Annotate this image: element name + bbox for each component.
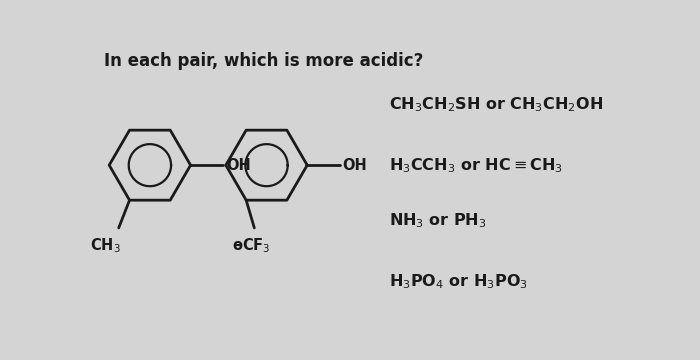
Text: In each pair, which is more acidic?: In each pair, which is more acidic? — [104, 51, 423, 69]
Text: H$_3$PO$_4$ or H$_3$PO$_3$: H$_3$PO$_4$ or H$_3$PO$_3$ — [389, 272, 528, 291]
Text: NH$_3$ or PH$_3$: NH$_3$ or PH$_3$ — [389, 211, 486, 230]
Text: CH$_3$CH$_2$SH or CH$_3$CH$_2$OH: CH$_3$CH$_2$SH or CH$_3$CH$_2$OH — [389, 95, 603, 113]
Text: H$_3$CCH$_3$ or HC$\equiv$CH$_3$: H$_3$CCH$_3$ or HC$\equiv$CH$_3$ — [389, 156, 563, 175]
Text: OH: OH — [226, 158, 251, 173]
Text: OH: OH — [342, 158, 368, 173]
Text: ɵCF$_3$: ɵCF$_3$ — [232, 236, 271, 255]
Text: CH$_3$: CH$_3$ — [90, 236, 120, 255]
